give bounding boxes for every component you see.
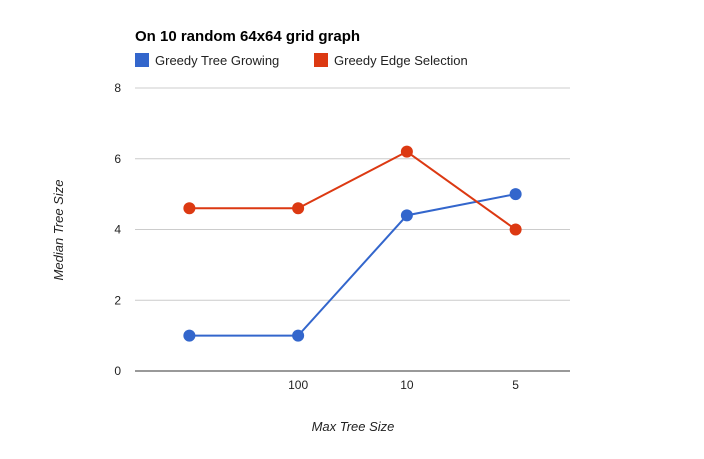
legend-swatch-greedy-tree-growing xyxy=(135,53,149,67)
series-greedy-tree-growing xyxy=(183,188,522,342)
series-line-greedy-tree-growing xyxy=(189,193,516,337)
data-point-greedy-tree-growing[interactable] xyxy=(292,329,305,342)
gridlines xyxy=(135,87,570,372)
data-point-greedy-tree-growing[interactable] xyxy=(183,329,196,342)
y-tick-label: 8 xyxy=(114,81,121,95)
chart-title: On 10 random 64x64 grid graph xyxy=(135,28,360,45)
y-tick-label: 0 xyxy=(114,364,121,378)
series-greedy-edge-selection xyxy=(183,145,522,236)
x-tick-label: 100 xyxy=(288,378,308,392)
data-point-greedy-edge-selection[interactable] xyxy=(183,202,196,215)
y-tick-label: 2 xyxy=(114,293,121,307)
legend-label-greedy-edge-selection: Greedy Edge Selection xyxy=(334,53,468,68)
x-tick-label: 5 xyxy=(512,378,519,392)
series xyxy=(183,145,522,342)
y-axis-title: Median Tree Size xyxy=(51,180,66,281)
data-point-greedy-edge-selection[interactable] xyxy=(509,223,522,236)
series-line-greedy-edge-selection xyxy=(189,150,517,231)
legend-swatch-greedy-edge-selection xyxy=(314,53,328,67)
data-point-greedy-tree-growing[interactable] xyxy=(400,209,413,222)
data-point-greedy-edge-selection[interactable] xyxy=(292,202,305,215)
y-tick-label: 4 xyxy=(114,223,121,237)
data-point-greedy-edge-selection[interactable] xyxy=(400,145,413,158)
y-axis-ticks: 0 2 4 6 8 xyxy=(114,81,121,378)
x-tick-label: 10 xyxy=(400,378,414,392)
x-axis-title: Max Tree Size xyxy=(312,419,395,434)
legend-label-greedy-tree-growing: Greedy Tree Growing xyxy=(155,53,279,68)
legend: Greedy Tree Growing Greedy Edge Selectio… xyxy=(135,53,468,68)
data-point-greedy-tree-growing[interactable] xyxy=(509,188,522,201)
x-axis-ticks: 100 10 5 xyxy=(288,378,519,392)
y-tick-label: 6 xyxy=(114,152,121,166)
